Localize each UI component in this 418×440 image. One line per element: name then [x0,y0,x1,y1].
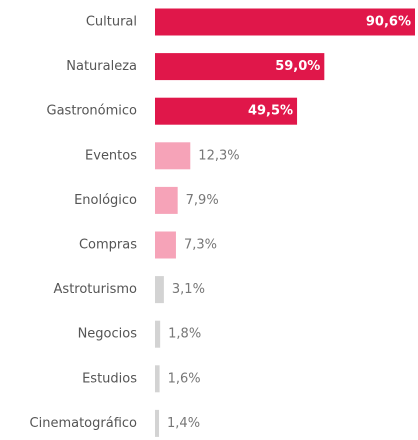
value-label: 7,3% [184,238,217,253]
category-label: Compras [79,238,137,253]
bar [155,231,176,259]
bar [155,142,191,170]
value-label: 3,1% [172,282,205,297]
bar [155,186,178,214]
value-label: 1,4% [167,416,200,431]
bar [155,97,298,125]
category-label: Cinematográfico [30,416,138,431]
category-label: Astroturismo [54,282,138,297]
bar [155,365,160,393]
category-label: Naturaleza [66,59,137,74]
value-label: 90,6% [366,15,411,30]
category-label: Cultural [86,15,137,30]
value-label: 59,0% [275,59,320,74]
value-label: 49,5% [248,104,293,119]
value-label: 1,8% [168,327,201,342]
bar [155,320,161,348]
bar [155,8,415,36]
bar [155,53,325,81]
bar [155,409,160,437]
category-label: Estudios [82,371,137,386]
value-label: 7,9% [186,193,219,208]
category-label: Enológico [74,193,137,208]
category-label: Negocios [78,327,138,342]
category-label: Gastronómico [47,104,138,119]
bar [155,276,164,304]
value-label: 1,6% [168,371,201,386]
category-label: Eventos [85,148,137,163]
value-label: 12,3% [198,148,239,163]
